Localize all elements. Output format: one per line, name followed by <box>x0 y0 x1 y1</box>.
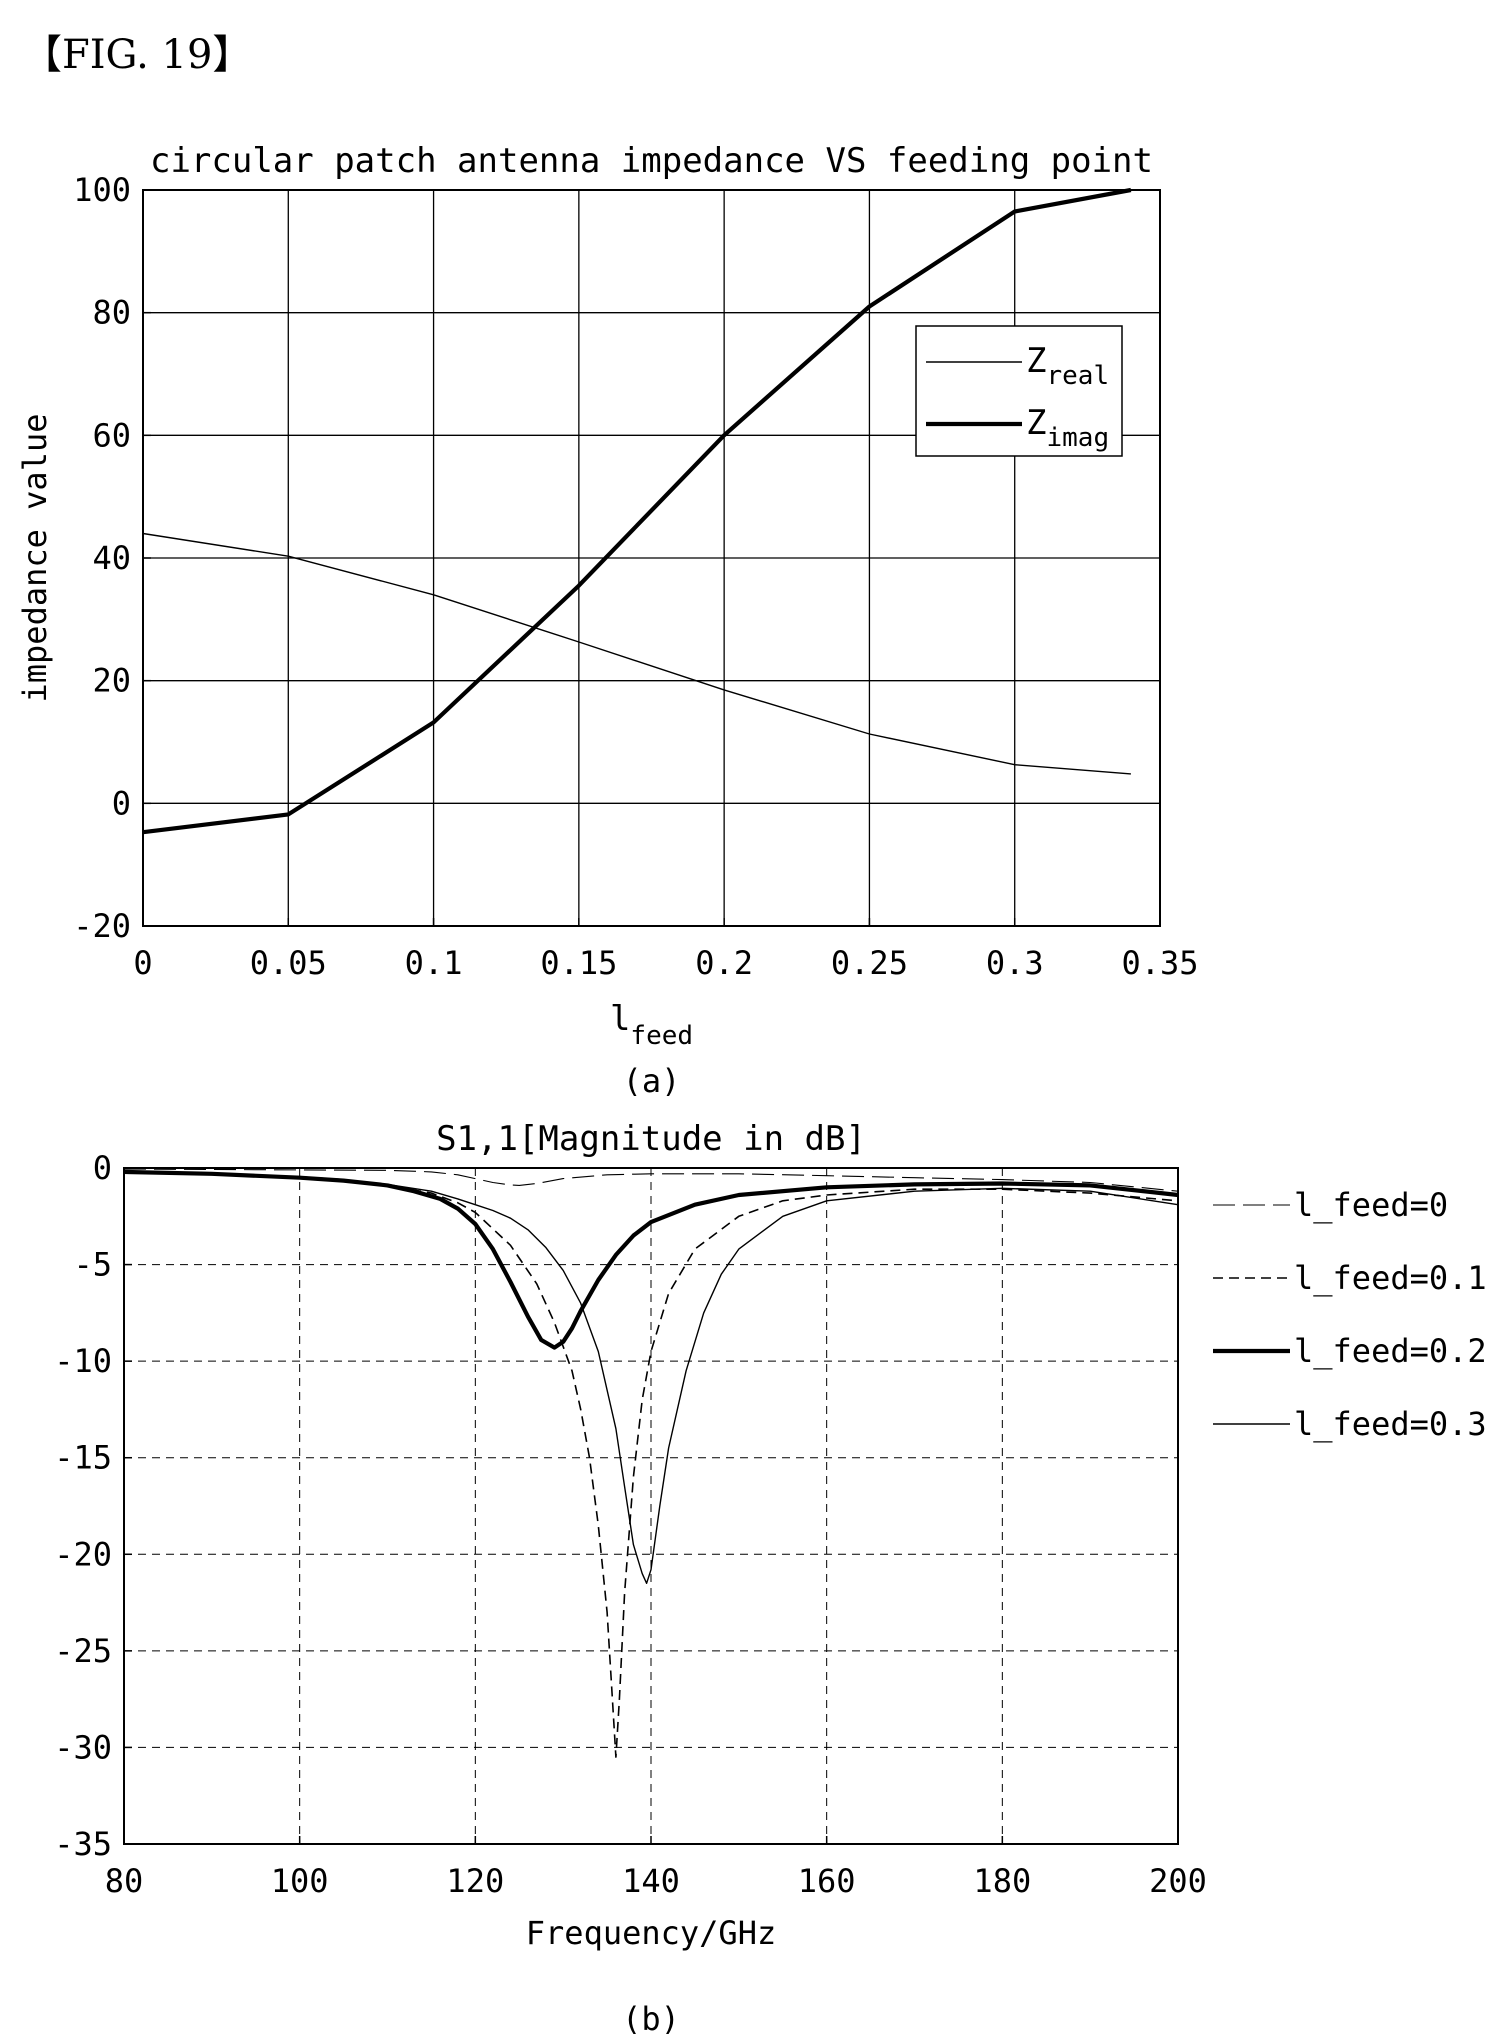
series-line-4 <box>123 1171 1179 1584</box>
y-tick-label: -10 <box>54 1342 112 1380</box>
chart-caption: (b) <box>622 2000 680 2038</box>
x-tick-label: 0.1 <box>405 944 463 982</box>
y-tick-label: 0 <box>112 784 131 822</box>
x-tick-label: 80 <box>105 1862 144 1900</box>
x-axis-label: Frequency/GHz <box>526 1914 776 1952</box>
chart-b: 80 100 120 140 160 180 200 0 -5 -10 -15 -20 -25 -30 -3… <box>54 1119 1486 2038</box>
y-tick-label: -20 <box>73 907 131 945</box>
legend: l_feed=0 l_feed=0.1 l_feed=0.2 l_feed=0.3 <box>1213 1186 1487 1443</box>
x-tick-label: 160 <box>798 1862 856 1900</box>
x-tick-label: 0 <box>133 944 152 982</box>
x-tick-label: 140 <box>622 1862 680 1900</box>
x-tick-label: 200 <box>1149 1862 1207 1900</box>
y-tick-label: -5 <box>73 1246 112 1284</box>
legend-label: l_feed=0.2 <box>1294 1332 1487 1370</box>
x-tick-label: 0.25 <box>831 944 908 982</box>
y-tick-label: 20 <box>92 662 131 700</box>
legend-label: Zreal <box>1026 341 1109 391</box>
y-tick-label: 100 <box>73 171 131 209</box>
x-tick-label: 0.35 <box>1121 944 1198 982</box>
series-line-2 <box>142 187 1132 835</box>
legend-label: l_feed=0.3 <box>1294 1405 1487 1443</box>
y-tick-label: 80 <box>92 294 131 332</box>
y-tick-label: 0 <box>93 1149 112 1187</box>
figure-label: 【FIG. 19】 <box>22 32 253 78</box>
series-line-3 <box>123 1169 1179 1350</box>
x-tick-label: 0.15 <box>540 944 617 982</box>
chart-a: 0 0.05 0.1 0.15 0.2 0.25 0.3 0.35-2002040608010… <box>16 141 1199 1100</box>
y-tick-label: -20 <box>54 1535 112 1573</box>
y-tick-label: -35 <box>54 1825 112 1863</box>
chart-title: circular patch antenna impedance VS feed… <box>150 141 1153 181</box>
y-tick-label: -30 <box>54 1728 112 1766</box>
x-tick-label: 0.2 <box>695 944 753 982</box>
chart-caption: (a) <box>623 1062 681 1100</box>
series-line-1 <box>142 532 1131 775</box>
legend-label: l_feed=0.1 <box>1294 1259 1487 1297</box>
y-tick-label: -15 <box>54 1439 112 1477</box>
x-tick-label: 180 <box>973 1862 1031 1900</box>
y-tick-label: 40 <box>92 539 131 577</box>
legend-label: Zimag <box>1026 403 1109 453</box>
y-axis-label: impedance value <box>16 414 54 703</box>
series-line-1 <box>123 1168 1179 1192</box>
x-axis-label: lfeed <box>610 999 693 1051</box>
legend-label: l_feed=0 <box>1294 1186 1448 1224</box>
y-tick-label: -25 <box>54 1632 112 1670</box>
x-tick-label: 100 <box>271 1862 329 1900</box>
chart-title: S1,1[Magnitude in dB] <box>436 1119 866 1159</box>
x-tick-label: 0.05 <box>250 944 327 982</box>
x-tick-label: 120 <box>446 1862 504 1900</box>
series-line-2 <box>123 1171 1179 1758</box>
legend-box <box>915 325 1123 457</box>
x-tick-label: 0.3 <box>986 944 1044 982</box>
legend: Zreal Zimag <box>915 325 1123 457</box>
y-tick-label: 60 <box>92 416 131 454</box>
